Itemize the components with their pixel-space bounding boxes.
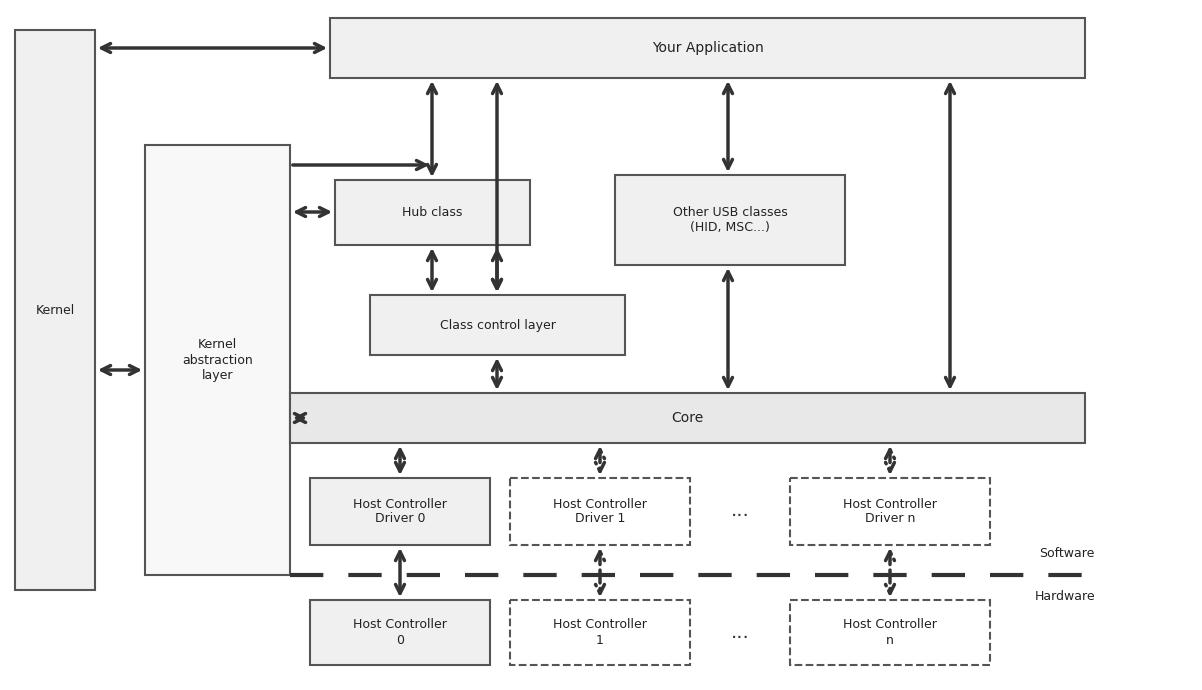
Text: Your Application: Your Application — [651, 41, 763, 55]
Text: Software: Software — [1040, 547, 1095, 560]
Bar — [510, 600, 690, 665]
Text: Host Controller
Driver 1: Host Controller Driver 1 — [553, 497, 647, 526]
Text: ...: ... — [731, 624, 749, 642]
Bar — [615, 175, 845, 265]
Bar — [14, 30, 95, 590]
Bar — [331, 18, 1085, 78]
Bar — [335, 180, 530, 245]
Bar — [145, 145, 290, 575]
Bar — [370, 295, 625, 355]
Text: ...: ... — [731, 500, 749, 520]
Text: Host Controller
Driver 0: Host Controller Driver 0 — [353, 497, 447, 526]
Text: Host Controller
n: Host Controller n — [843, 618, 936, 647]
Bar — [310, 478, 490, 545]
Text: Kernel: Kernel — [35, 304, 75, 317]
Text: Other USB classes
(HID, MSC...): Other USB classes (HID, MSC...) — [673, 206, 787, 234]
Text: Kernel
abstraction
layer: Kernel abstraction layer — [183, 339, 252, 382]
Text: Host Controller
Driver n: Host Controller Driver n — [843, 497, 936, 526]
Text: Class control layer: Class control layer — [440, 319, 555, 331]
Bar — [290, 393, 1085, 443]
Bar — [790, 600, 990, 665]
Text: Hardware: Hardware — [1035, 590, 1095, 603]
Text: Core: Core — [672, 411, 703, 425]
Bar — [310, 600, 490, 665]
Bar — [510, 478, 690, 545]
Bar — [790, 478, 990, 545]
Text: Host Controller
0: Host Controller 0 — [353, 618, 447, 647]
Text: Host Controller
1: Host Controller 1 — [553, 618, 647, 647]
Text: Hub class: Hub class — [403, 206, 463, 219]
